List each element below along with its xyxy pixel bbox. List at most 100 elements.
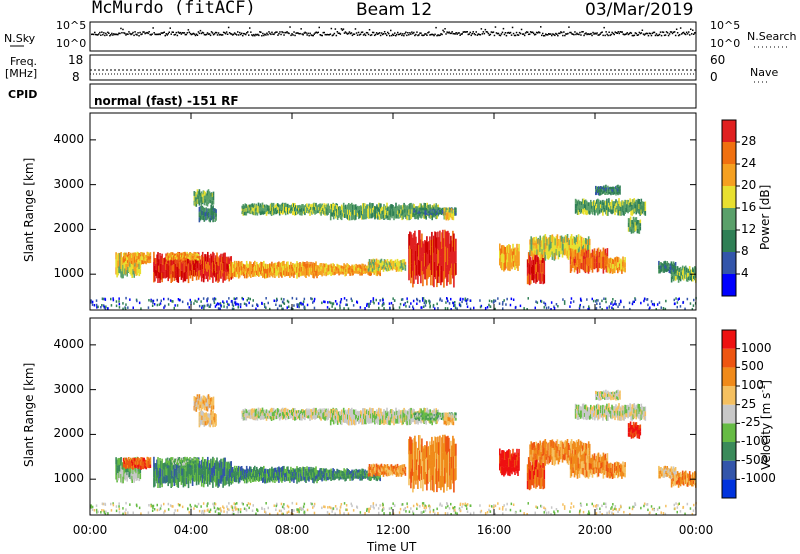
velocity-cell — [357, 410, 359, 415]
velocity-cell — [144, 462, 147, 466]
power-cell — [527, 262, 530, 274]
power-cell — [238, 272, 241, 278]
power-cell — [403, 207, 405, 213]
noise-point — [675, 28, 678, 30]
power-cell — [613, 267, 616, 274]
power-cell — [434, 307, 436, 310]
power-cell — [193, 254, 196, 257]
power-cell — [584, 238, 587, 244]
noise-right-tick-top: 10^5 — [710, 19, 741, 32]
noise-point — [164, 34, 166, 37]
velocity-cell — [306, 414, 308, 418]
velocity-cell — [367, 409, 369, 414]
power-cell — [621, 200, 623, 205]
power-cell — [619, 260, 621, 264]
power-cell — [499, 258, 501, 266]
power-cell — [368, 304, 370, 308]
noise-point — [373, 34, 376, 37]
power-cell — [210, 261, 212, 270]
power-cell — [608, 202, 610, 208]
power-cell — [526, 275, 529, 285]
noise-point — [685, 31, 688, 34]
power-cell — [342, 268, 344, 272]
power-cell — [597, 188, 599, 191]
power-cell — [281, 202, 284, 207]
power-cell — [186, 256, 188, 259]
power-cell — [363, 268, 365, 271]
power-cell — [385, 210, 387, 215]
power-cell — [544, 303, 547, 307]
noise-point — [523, 34, 526, 37]
velocity-cell — [265, 413, 268, 417]
power-cell — [170, 265, 173, 275]
power-cell — [540, 262, 542, 274]
power-cell — [581, 256, 584, 263]
noise-point — [91, 33, 93, 36]
power-cell — [328, 264, 330, 268]
power-cell — [364, 213, 366, 220]
noise-point — [450, 32, 452, 35]
velocity-cell — [269, 408, 272, 413]
noise-point — [330, 27, 333, 30]
noise-point — [547, 34, 549, 36]
power-cell — [570, 242, 573, 251]
velocity-cell — [259, 408, 262, 413]
power-cell — [238, 261, 241, 268]
velocity-cell — [261, 411, 264, 416]
power-cell — [660, 268, 662, 273]
velocity-cell — [214, 422, 216, 427]
noise-point — [269, 32, 271, 35]
noise-point — [563, 31, 565, 33]
power-cell — [232, 264, 235, 269]
velocity-cell — [401, 416, 403, 421]
power-cell — [547, 245, 550, 253]
power-cell — [235, 266, 238, 272]
velocity-cell — [361, 415, 363, 421]
power-cell — [574, 238, 577, 245]
noise-point — [244, 33, 246, 35]
noise-point — [198, 32, 201, 35]
noise-point — [230, 33, 233, 35]
power-cell — [427, 266, 429, 279]
noise-point — [676, 32, 679, 34]
power-cell — [613, 201, 615, 205]
power-cell — [415, 236, 417, 251]
noise-point — [584, 33, 586, 35]
noise-point — [163, 31, 165, 33]
power-cell — [334, 300, 337, 303]
power-cell — [563, 236, 566, 243]
power-cell — [580, 256, 583, 263]
velocity-cell — [383, 414, 385, 420]
power-cell — [153, 251, 155, 262]
velocity-cell — [129, 462, 131, 465]
power-cell — [226, 263, 228, 270]
power-cell — [123, 255, 126, 259]
power-cell — [437, 204, 440, 209]
velocity-cell — [266, 410, 269, 413]
noise-point — [610, 33, 612, 36]
power-cell — [191, 257, 194, 260]
velocity-cell — [125, 465, 128, 469]
power-cell — [121, 271, 123, 279]
power-cell — [360, 265, 362, 269]
velocity-cell — [252, 409, 255, 414]
noise-point — [589, 33, 591, 35]
power-cell — [318, 268, 320, 272]
velocity-cell — [358, 419, 360, 425]
velocity-cell — [200, 396, 203, 402]
velocity-cell — [241, 410, 244, 414]
power-cell — [281, 267, 283, 273]
power-cell — [441, 207, 444, 210]
power-cell — [433, 211, 436, 214]
power-cell — [359, 268, 361, 272]
power-cell — [166, 263, 168, 271]
velocity-cell — [396, 410, 398, 415]
power-cell — [620, 211, 622, 216]
noise-point — [189, 32, 192, 35]
power-cell — [452, 209, 455, 213]
power-cell — [90, 299, 92, 302]
power-cell — [216, 252, 218, 262]
power-cell — [517, 263, 519, 271]
power-cell — [241, 270, 244, 275]
power-cell — [298, 210, 300, 214]
